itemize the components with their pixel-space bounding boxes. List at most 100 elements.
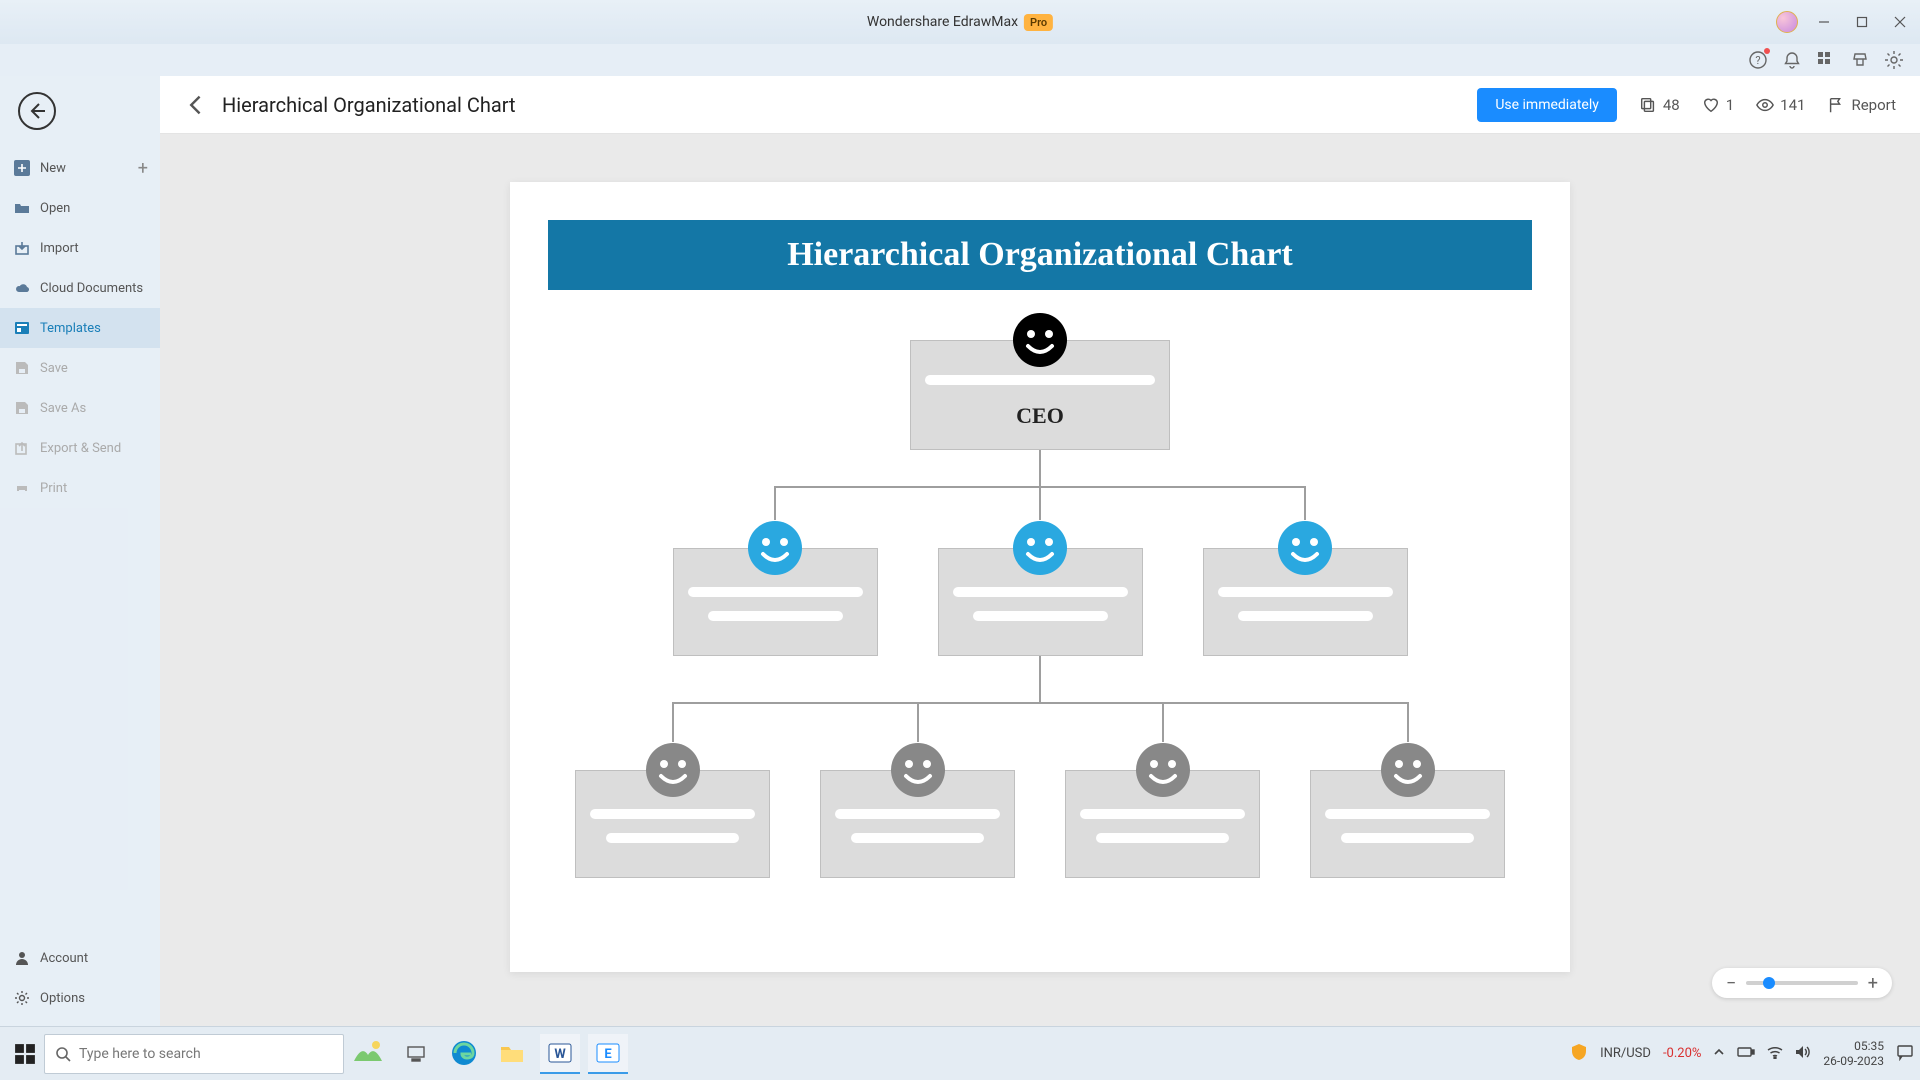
help-icon[interactable]: ?	[1748, 50, 1768, 70]
settings-icon[interactable]	[1884, 50, 1904, 70]
taskbar-app-edrawmax[interactable]: E	[588, 1034, 628, 1074]
page-header: Hierarchical Organizational Chart Use im…	[160, 76, 1920, 134]
sidebar-item-label: New	[40, 161, 66, 176]
tray-clock[interactable]: 05:35 26-09-2023	[1823, 1039, 1884, 1068]
connector	[672, 702, 674, 742]
report-button[interactable]: Report	[1827, 96, 1896, 114]
sidebar-item-label: Print	[40, 481, 67, 496]
zoom-in-icon[interactable]: +	[1868, 973, 1878, 994]
connector	[1039, 450, 1041, 486]
sidebar-item-saveas: Save As	[0, 388, 160, 428]
svg-text:W: W	[554, 1047, 566, 1062]
tray-wifi-icon[interactable]	[1767, 1045, 1783, 1063]
tray-notifications-icon[interactable]	[1896, 1043, 1914, 1065]
avatar[interactable]	[1776, 11, 1798, 33]
report-label: Report	[1851, 96, 1896, 114]
sidebar: New + Open Import Cloud Documents Templa…	[0, 76, 160, 1026]
apps-icon[interactable]	[1816, 50, 1836, 70]
new-add-icon[interactable]: +	[138, 158, 148, 179]
org-node-mid[interactable]	[938, 548, 1143, 656]
minimize-button[interactable]	[1812, 10, 1836, 34]
smiley-icon	[1013, 521, 1067, 575]
taskbar-app-word[interactable]: W	[540, 1034, 580, 1074]
smiley-icon	[748, 521, 802, 575]
org-node-ceo[interactable]: CEO	[910, 340, 1170, 450]
svg-text:?: ?	[1755, 54, 1760, 67]
plus-square-icon	[14, 160, 30, 176]
smiley-icon	[1013, 313, 1067, 367]
sidebar-item-import[interactable]: Import	[0, 228, 160, 268]
save-icon	[14, 360, 30, 376]
sidebar-item-label: Account	[40, 951, 88, 966]
org-node-leaf[interactable]	[575, 770, 770, 878]
currency-pair[interactable]: INR/USD	[1600, 1046, 1651, 1061]
copies-stat[interactable]: 48	[1639, 96, 1680, 114]
app-title: Wondershare EdrawMax	[867, 14, 1018, 30]
connector	[917, 702, 919, 742]
tray-chevron-icon[interactable]	[1713, 1046, 1725, 1062]
tray-volume-icon[interactable]	[1795, 1045, 1811, 1063]
taskbar-app-landscape[interactable]	[348, 1034, 388, 1074]
copies-count: 48	[1663, 96, 1680, 114]
org-node-mid[interactable]	[673, 548, 878, 656]
template-preview[interactable]: Hierarchical Organizational Chart CEO	[510, 182, 1570, 972]
org-node-leaf[interactable]	[1065, 770, 1260, 878]
zoom-thumb[interactable]	[1763, 977, 1775, 989]
close-button[interactable]	[1888, 10, 1912, 34]
likes-stat[interactable]: 1	[1702, 96, 1734, 114]
pro-badge: Pro	[1024, 14, 1053, 31]
sidebar-item-label: Import	[40, 241, 79, 256]
sidebar-item-account[interactable]: Account	[0, 938, 160, 978]
taskbar-app-taskview[interactable]	[396, 1034, 436, 1074]
tray-date: 26-09-2023	[1823, 1054, 1884, 1068]
import-icon	[14, 240, 30, 256]
org-node-mid[interactable]	[1203, 548, 1408, 656]
connector	[673, 702, 1408, 704]
chart-title: Hierarchical Organizational Chart	[548, 220, 1532, 290]
zoom-track[interactable]	[1746, 981, 1857, 985]
shield-icon[interactable]	[1570, 1043, 1588, 1065]
start-button[interactable]	[14, 1043, 36, 1065]
back-chevron-icon[interactable]	[184, 93, 208, 117]
gear-icon	[14, 990, 30, 1006]
sidebar-item-new[interactable]: New +	[0, 148, 160, 188]
zoom-control[interactable]: − +	[1712, 968, 1892, 998]
currency-change[interactable]: -0.20%	[1663, 1046, 1701, 1061]
taskbar-app-edge[interactable]	[444, 1034, 484, 1074]
connector	[1304, 486, 1306, 520]
canvas: Hierarchical Organizational Chart CEO − …	[160, 134, 1920, 1026]
back-button[interactable]	[18, 92, 56, 130]
org-node-leaf[interactable]	[820, 770, 1015, 878]
sidebar-item-label: Cloud Documents	[40, 281, 143, 296]
sidebar-item-save: Save	[0, 348, 160, 388]
maximize-button[interactable]	[1850, 10, 1874, 34]
titlebar: Wondershare EdrawMax Pro	[0, 0, 1920, 44]
search-placeholder: Type here to search	[79, 1046, 201, 1062]
bell-icon[interactable]	[1782, 50, 1802, 70]
taskbar-search[interactable]: Type here to search	[44, 1034, 344, 1074]
views-stat[interactable]: 141	[1756, 96, 1805, 114]
tray-battery-icon[interactable]	[1737, 1046, 1755, 1062]
org-node-leaf[interactable]	[1310, 770, 1505, 878]
sidebar-item-options[interactable]: Options	[0, 978, 160, 1018]
sidebar-item-label: Templates	[40, 321, 101, 336]
smiley-icon	[891, 743, 945, 797]
save-as-icon	[14, 400, 30, 416]
sidebar-item-open[interactable]: Open	[0, 188, 160, 228]
sidebar-item-label: Save	[40, 361, 68, 376]
sidebar-item-label: Save As	[40, 401, 86, 416]
likes-count: 1	[1726, 96, 1734, 114]
zoom-out-icon[interactable]: −	[1726, 973, 1736, 994]
templates-icon	[14, 320, 30, 336]
sidebar-item-export: Export & Send	[0, 428, 160, 468]
smiley-icon	[646, 743, 700, 797]
smiley-icon	[1381, 743, 1435, 797]
taskbar-app-explorer[interactable]	[492, 1034, 532, 1074]
sidebar-item-templates[interactable]: Templates	[0, 308, 160, 348]
export-icon	[14, 440, 30, 456]
cart-icon[interactable]	[1850, 50, 1870, 70]
use-immediately-button[interactable]: Use immediately	[1477, 88, 1617, 122]
smiley-icon	[1278, 521, 1332, 575]
sidebar-item-cloud[interactable]: Cloud Documents	[0, 268, 160, 308]
views-count: 141	[1780, 96, 1805, 114]
